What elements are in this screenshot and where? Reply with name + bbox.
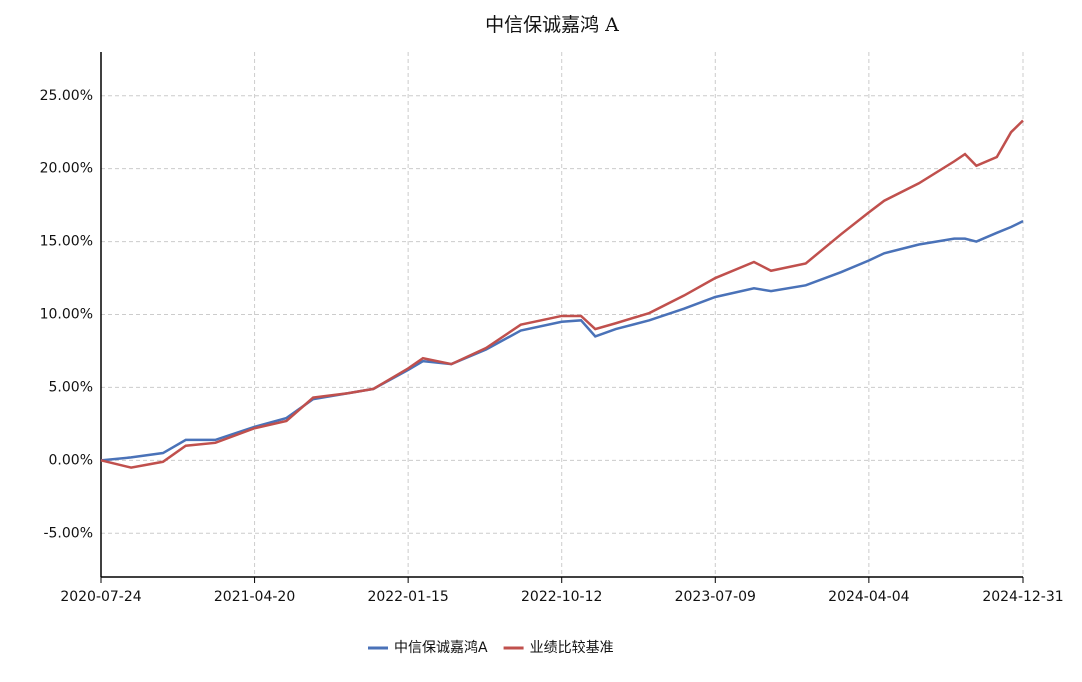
legend-label: 业绩比较基准 — [530, 639, 614, 656]
x-tick-label: 2020-07-24 — [60, 589, 141, 605]
y-tick-label: 15.00% — [40, 234, 93, 250]
y-tick-label: 5.00% — [49, 379, 93, 395]
x-tick-label: 2023-07-09 — [675, 589, 756, 605]
chart-title: 中信保诚嘉鸿 A — [485, 14, 619, 36]
x-tick-label: 2024-12-31 — [982, 589, 1063, 605]
x-tick-label: 2022-01-15 — [367, 589, 448, 605]
y-tick-label: 10.00% — [40, 307, 93, 323]
x-tick-label: 2021-04-20 — [214, 589, 295, 605]
series-line — [100, 119, 1024, 469]
y-tick-label: 20.00% — [40, 161, 93, 177]
series-line — [100, 220, 1024, 462]
y-tick-label: 0.00% — [49, 452, 93, 468]
legend-label: 中信保诚嘉鸿A — [394, 639, 488, 656]
y-tick-label: 25.00% — [40, 88, 93, 104]
y-tick-label: -5.00% — [43, 525, 93, 541]
x-tick-label: 2024-04-04 — [828, 589, 909, 605]
x-tick-label: 2022-10-12 — [521, 589, 602, 605]
